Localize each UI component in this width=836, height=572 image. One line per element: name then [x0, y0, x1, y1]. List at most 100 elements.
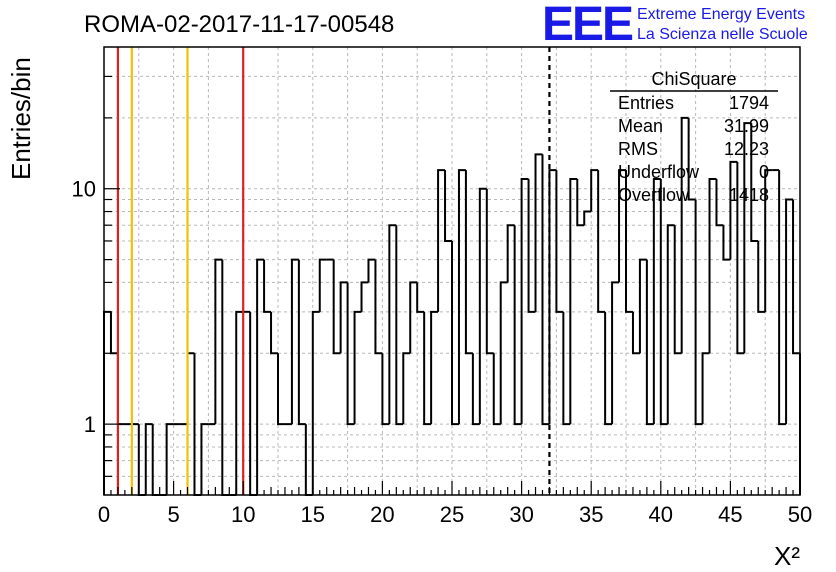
logo-line-2: La Scienza nelle Scuole [637, 26, 808, 43]
histogram-bin [701, 352, 710, 425]
histogram-bin [451, 240, 459, 426]
stats-value: 1794 [729, 93, 769, 113]
x-tick-label: 0 [98, 502, 110, 527]
chart-title: ROMA-02-2017-11-17-00548 [84, 11, 394, 38]
histogram-bin [346, 282, 355, 426]
histogram-bin [444, 170, 452, 242]
histogram-bin [464, 170, 473, 355]
histogram-bin [297, 259, 306, 426]
histogram-bin [645, 259, 654, 426]
axis-ticks [103, 75, 801, 495]
histogram-bin [506, 224, 515, 283]
logo-mark: EEE [542, 0, 633, 51]
x-tick-label: 40 [649, 502, 673, 527]
histogram-bin [165, 423, 174, 495]
histogram-bin [611, 281, 620, 425]
histogram-bin [144, 423, 153, 495]
histogram-bin [590, 169, 599, 212]
histogram-bin [409, 281, 418, 354]
stats-value: 0 [759, 162, 769, 182]
stats-value: 1418 [729, 185, 769, 205]
histogram-bins [103, 116, 801, 496]
histogram-bin [311, 310, 320, 495]
histogram-bin [583, 210, 592, 226]
histogram-bin [562, 311, 571, 426]
x-tick-label: 30 [509, 502, 533, 527]
x-tick-label: 50 [788, 502, 812, 527]
x-tick-label: 35 [579, 502, 603, 527]
logo-line-1: Extreme Energy Events [637, 6, 805, 23]
stats-box: ChiSquare Entries 1794 Mean 31.99 RMS 12.23 Un… [610, 69, 778, 205]
histogram-bin [221, 259, 230, 496]
histogram-bin [416, 282, 425, 313]
histogram-bin [785, 198, 794, 425]
histogram-bin [430, 310, 439, 425]
histogram-bin [353, 310, 362, 425]
histogram-bin [604, 311, 613, 426]
histogram-bin [750, 123, 759, 242]
histogram-bin [548, 169, 557, 425]
histogram-bin [673, 225, 682, 355]
histogram-bin [666, 224, 675, 425]
eee-logo: EEE Extreme Energy Events La Scienza nel… [542, 0, 808, 51]
x-tick-label: 10 [231, 502, 255, 527]
x-tick-label: 25 [440, 502, 464, 527]
histogram-bin [270, 311, 278, 355]
histogram-bin [520, 177, 529, 425]
histogram-bin [708, 177, 717, 354]
histogram-bin [764, 169, 773, 312]
histogram-bin [402, 352, 411, 425]
stats-label: Overflow [618, 185, 690, 205]
histogram-bin [457, 169, 466, 425]
stats-label: Entries [618, 93, 674, 113]
histogram-bin [618, 169, 626, 283]
stats-title: ChiSquare [651, 69, 736, 89]
histogram-bin [235, 310, 244, 495]
x-axis-title: X² [774, 541, 800, 571]
histogram-bin [367, 258, 376, 283]
histogram-bin [638, 258, 647, 354]
histogram-bin [534, 153, 543, 312]
threshold-lines [116, 47, 551, 495]
histogram-bin [214, 258, 223, 425]
stats-label: RMS [618, 139, 658, 159]
x-tick-label: 15 [301, 502, 325, 527]
histogram-bin [360, 281, 369, 312]
histogram-bin [478, 187, 487, 425]
histogram-bin [277, 353, 285, 426]
histogram-bin [631, 311, 640, 355]
histogram-bin [555, 170, 564, 313]
histogram-bin [778, 170, 787, 426]
stats-value: 12.23 [724, 139, 769, 159]
histogram-bin [381, 353, 390, 426]
y-axis-title: Entries/bin [6, 57, 36, 180]
x-tick-labels: 0 5 10 15 20 25 30 35 40 45 50 [98, 502, 812, 527]
histogram-bin [332, 259, 341, 355]
y-tick-labels: 1 10 [72, 177, 96, 437]
histogram-bin [625, 170, 633, 313]
histogram-bin [249, 311, 258, 496]
stats-label: Mean [618, 116, 663, 136]
histogram-bin [680, 116, 689, 354]
histogram-bin [200, 423, 209, 495]
histogram-bin [290, 258, 299, 425]
histogram-bin [715, 178, 724, 227]
histogram-bin [318, 258, 327, 312]
histogram-bin [694, 199, 703, 426]
histogram-bin [263, 259, 272, 313]
x-tick-label: 45 [718, 502, 742, 527]
histogram-bin [527, 178, 536, 313]
histogram-bin [597, 170, 606, 313]
histogram-bin [103, 310, 111, 495]
histogram-bin [729, 160, 738, 260]
histogram-bin [687, 117, 696, 201]
histogram-bin [499, 281, 508, 425]
histogram-bin [513, 225, 522, 426]
histogram-bin [395, 225, 404, 426]
histogram-bin [471, 353, 480, 426]
histogram-bin [437, 169, 446, 312]
x-tick-label: 20 [370, 502, 394, 527]
histogram-bin [736, 161, 745, 355]
histogram-bin [339, 281, 348, 354]
